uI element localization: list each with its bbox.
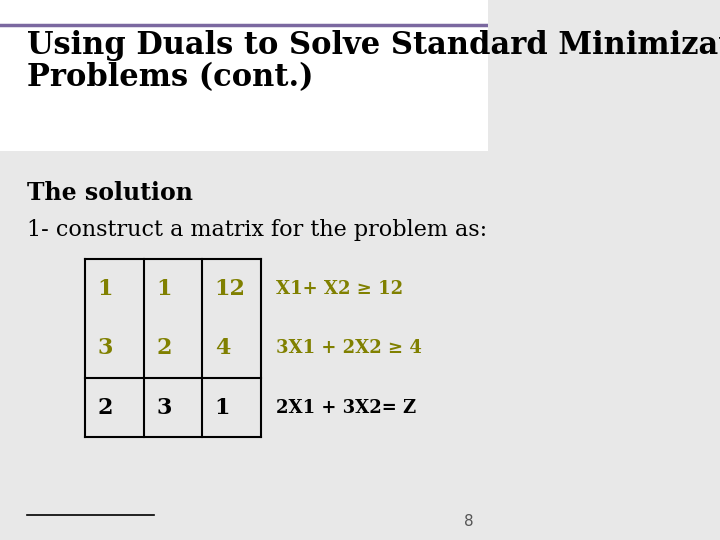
Text: 4: 4	[215, 338, 230, 359]
Text: Problems (cont.): Problems (cont.)	[27, 62, 313, 93]
Text: 3: 3	[98, 338, 113, 359]
Text: 2X1 + 3X2= Z: 2X1 + 3X2= Z	[276, 399, 415, 417]
Text: X1+ X2 ≥ 12: X1+ X2 ≥ 12	[276, 280, 402, 298]
Text: 3: 3	[156, 397, 171, 418]
Text: 1: 1	[98, 278, 113, 300]
Text: 1- construct a matrix for the problem as:: 1- construct a matrix for the problem as…	[27, 219, 487, 241]
Text: 1: 1	[215, 397, 230, 418]
FancyBboxPatch shape	[0, 0, 488, 151]
Text: 1: 1	[156, 278, 171, 300]
Text: 12: 12	[215, 278, 246, 300]
Text: The solution: The solution	[27, 181, 193, 205]
Text: 2: 2	[98, 397, 113, 418]
Text: 2: 2	[156, 338, 171, 359]
Text: 8: 8	[464, 514, 473, 529]
Text: Using Duals to Solve Standard Minimization: Using Duals to Solve Standard Minimizati…	[27, 30, 720, 60]
Text: 3X1 + 2X2 ≥ 4: 3X1 + 2X2 ≥ 4	[276, 339, 421, 357]
